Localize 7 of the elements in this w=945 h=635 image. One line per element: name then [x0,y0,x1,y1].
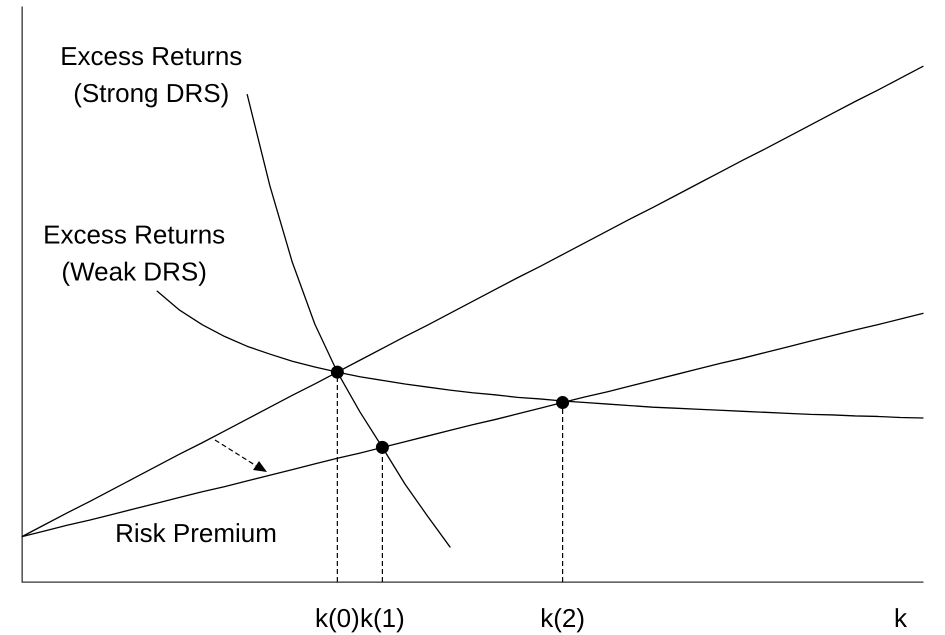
x-tick-label: k(2) [540,602,585,633]
series-label: Excess Returns (Weak DRS) [43,219,226,286]
x-tick-label: k [894,602,908,633]
series-label: Excess Returns (Strong DRS) [60,40,242,108]
x-tick-label: k(0) [314,602,360,633]
x-tick-label: k(1) [360,602,405,633]
series-label: Risk Premium [115,518,277,548]
